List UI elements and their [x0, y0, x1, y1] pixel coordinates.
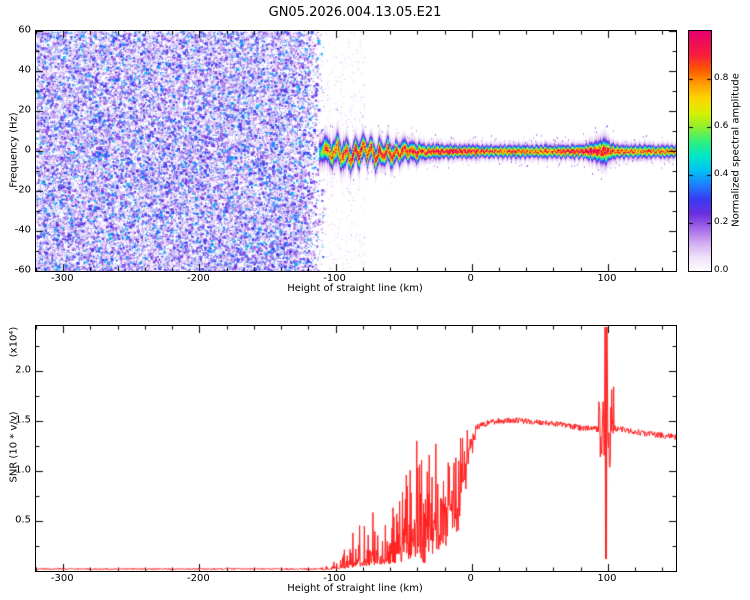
height-axis-label-top: Height of straight line (km) — [287, 283, 423, 294]
freq-tick-label: -60 — [14, 264, 31, 276]
colorbar-tick-label: 0.4 — [714, 169, 729, 179]
colorbar-tick-label: 0.8 — [714, 73, 729, 83]
freq-tick-label: -40 — [14, 224, 31, 236]
snr-canvas — [36, 326, 676, 571]
spectrogram-canvas — [36, 31, 676, 271]
x-tick-label-bottom: 0 — [467, 573, 474, 584]
snr-scale-label: (x10⁴) — [8, 326, 20, 358]
freq-tick-label: 0 — [24, 144, 31, 156]
plot-title: GN05.2026.004.13.05.E21 — [268, 5, 442, 20]
snr-panel — [35, 325, 677, 572]
freq-tick-label: -20 — [14, 184, 31, 196]
colorbar-tick-label: 0.6 — [714, 121, 729, 131]
spectrogram-panel — [35, 30, 677, 272]
snr-tick-label: 0.5 — [15, 514, 31, 526]
snr-tick-label: 1.0 — [15, 464, 31, 476]
freq-tick-label: 40 — [18, 64, 31, 76]
colorbar — [688, 30, 712, 272]
freq-tick-label: 60 — [18, 24, 31, 36]
colorbar-label: Normalized spectral amplitude — [730, 73, 742, 227]
x-tick-label-bottom: 100 — [597, 573, 617, 584]
snr-tick-label: 2.0 — [15, 364, 31, 376]
colorbar-canvas — [689, 31, 711, 271]
frequency-axis-label: Frequency (Hz) — [8, 112, 20, 188]
x-tick-label-top: 100 — [597, 273, 617, 284]
x-tick-label-bottom: -200 — [187, 573, 210, 584]
x-tick-label-top: -100 — [323, 273, 346, 284]
x-tick-label-top: -300 — [50, 273, 74, 284]
x-tick-label-bottom: -300 — [50, 573, 74, 584]
x-tick-label-bottom: -100 — [323, 573, 346, 584]
freq-tick-label: 20 — [18, 104, 31, 116]
colorbar-tick-label: 0.0 — [714, 265, 729, 275]
colorbar-tick-label: 0.2 — [714, 217, 729, 227]
x-tick-label-top: 0 — [467, 273, 474, 284]
snr-tick-label: 1.5 — [15, 414, 31, 426]
x-tick-label-top: -200 — [187, 273, 210, 284]
height-axis-label-bottom: Height of straight line (km) — [287, 583, 423, 594]
